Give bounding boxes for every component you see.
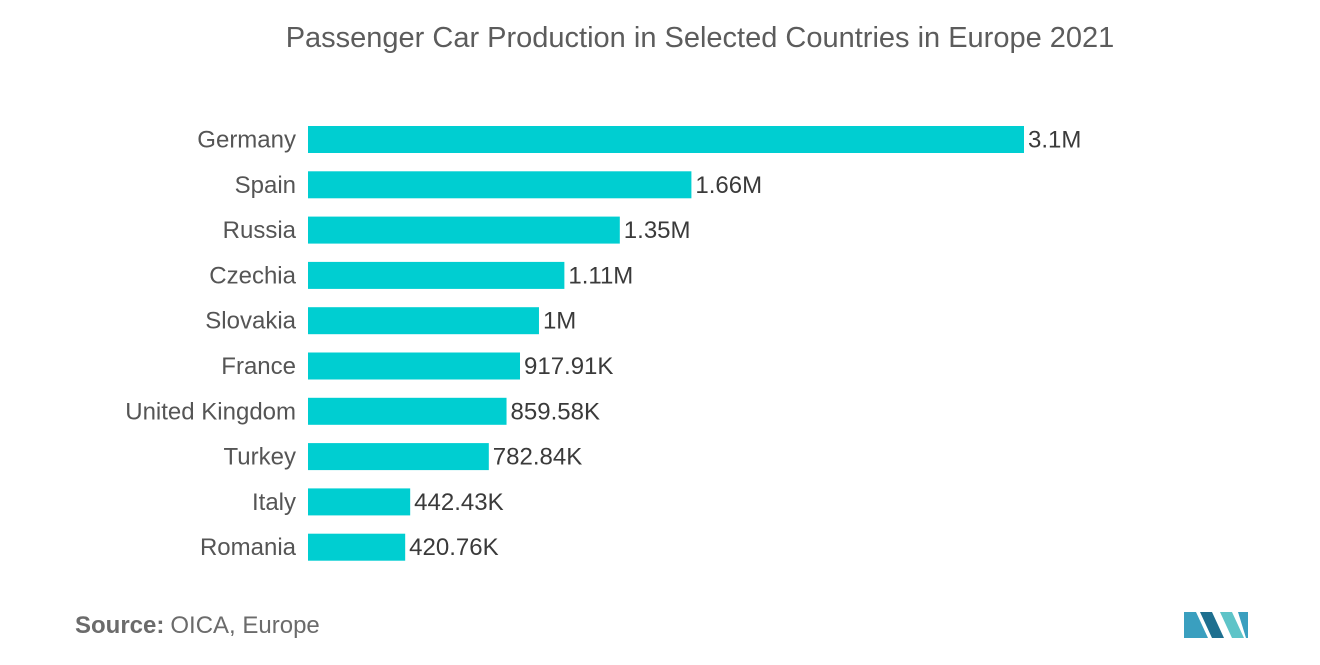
bar-united-kingdom xyxy=(308,397,507,425)
category-label: Italy xyxy=(252,489,296,516)
bar-france xyxy=(308,352,521,380)
category-label: Germany xyxy=(197,127,296,154)
category-label: Spain xyxy=(235,172,296,199)
data-label: 859.58K xyxy=(511,398,600,425)
bar-czechia xyxy=(308,261,565,289)
category-label: France xyxy=(221,353,296,380)
bars-group xyxy=(308,126,1024,561)
data-label: 1.35M xyxy=(624,217,691,244)
logo-right-stroke xyxy=(1220,612,1244,638)
bar-germany xyxy=(308,126,1024,153)
logo-left-stroke xyxy=(1184,612,1208,638)
bar-chart: Germany Spain Russia Czechia Slovakia France U… xyxy=(125,126,1081,562)
bar-italy xyxy=(308,488,411,516)
chart-title: Passenger Car Production in Selected Cou… xyxy=(285,22,1115,54)
logo-middle-stroke xyxy=(1200,612,1224,638)
bar-spain xyxy=(308,171,692,199)
category-label: Slovakia xyxy=(205,308,296,335)
category-label: Russia xyxy=(223,217,297,244)
category-label: United Kingdom xyxy=(125,398,296,425)
logo-right-bar xyxy=(1238,612,1248,638)
source-text: OICA, Europe xyxy=(170,612,320,639)
data-label: 442.43K xyxy=(414,489,503,516)
category-labels-group: Germany Spain Russia Czechia Slovakia France U… xyxy=(125,127,296,562)
data-label: 1.11M xyxy=(568,262,633,289)
data-label: 420.76K xyxy=(409,534,498,561)
bar-romania xyxy=(308,533,406,561)
category-label: Turkey xyxy=(224,444,296,471)
data-label: 782.84K xyxy=(493,444,582,471)
data-label: 1.66M xyxy=(695,172,762,199)
data-label: 1M xyxy=(543,308,576,335)
data-label: 3.1M xyxy=(1028,127,1081,154)
category-label: Czechia xyxy=(209,262,296,289)
bar-slovakia xyxy=(308,307,539,335)
data-label: 917.91K xyxy=(524,353,613,380)
source-note: Source: OICA, Europe xyxy=(75,612,320,640)
category-label: Romania xyxy=(200,534,297,561)
bar-turkey xyxy=(308,443,489,471)
mordor-intelligence-logo-icon xyxy=(1184,612,1248,638)
bar-russia xyxy=(308,216,620,244)
source-label: Source: xyxy=(75,612,165,639)
